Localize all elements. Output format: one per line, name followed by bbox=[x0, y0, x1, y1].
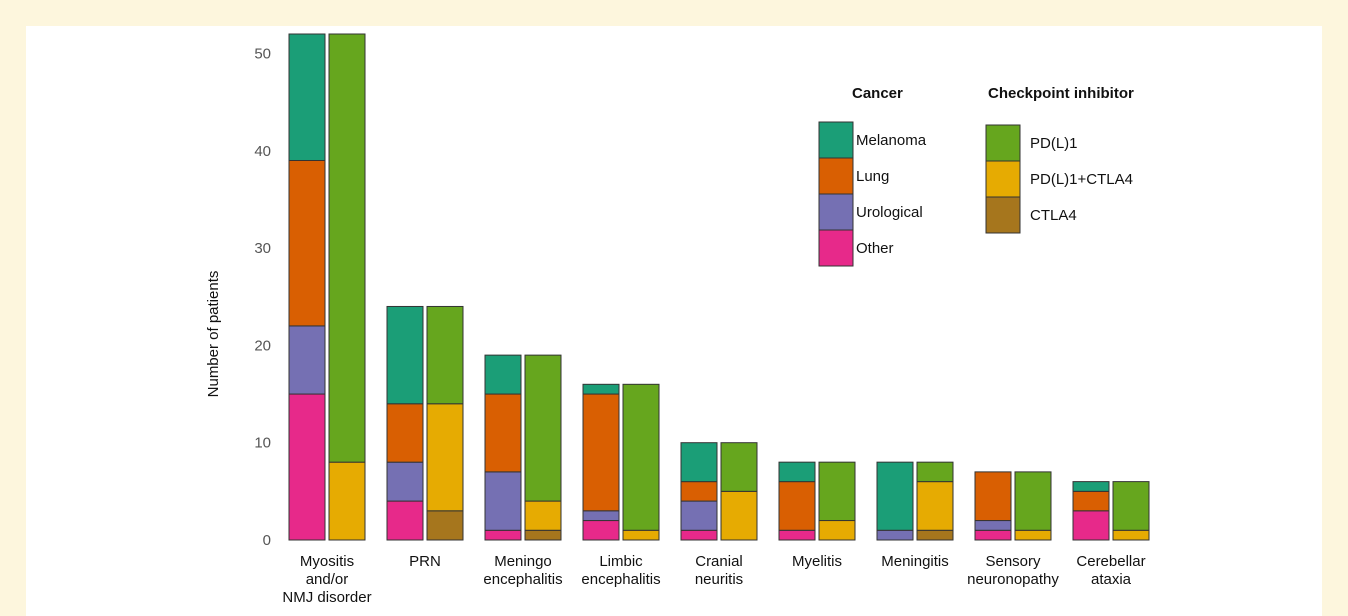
legend-label: Urological bbox=[856, 204, 923, 221]
y-axis-title: Number of patients bbox=[205, 271, 222, 398]
bar-segment bbox=[680, 500, 718, 531]
bar-segment bbox=[426, 403, 464, 512]
bar-segment bbox=[328, 33, 366, 463]
bar-segment bbox=[818, 520, 856, 541]
bar-segment bbox=[386, 305, 424, 405]
legend-swatch bbox=[985, 160, 1021, 198]
x-tick-label: Cranial neuritis bbox=[695, 553, 743, 588]
bar-segment bbox=[386, 403, 424, 463]
legend-label: CTLA4 bbox=[1030, 207, 1077, 224]
bar-segment bbox=[720, 442, 758, 492]
y-tick-label: 0 bbox=[263, 532, 271, 549]
bar-segment bbox=[582, 510, 620, 522]
bar-segment bbox=[426, 305, 464, 405]
y-tick-label: 10 bbox=[254, 435, 271, 452]
bar-segment bbox=[876, 461, 914, 531]
bar-segment bbox=[974, 471, 1012, 522]
bar-segment bbox=[582, 393, 620, 512]
legend-swatch bbox=[985, 124, 1021, 162]
x-tick-label: Meningo encephalitis bbox=[483, 553, 562, 588]
y-tick-label: 50 bbox=[254, 45, 271, 62]
bar-segment bbox=[288, 160, 326, 327]
figure-panel: 0 10 20 30 40 50 Number of patients Myositis a… bbox=[26, 26, 1322, 616]
y-tick-label: 20 bbox=[254, 337, 271, 354]
bar-segment bbox=[916, 461, 954, 483]
bar-segment bbox=[720, 490, 758, 541]
legend-swatch bbox=[985, 196, 1021, 234]
legend-checkpoint-items: PD(L)1 PD(L)1+CTLA4 CTLA4 bbox=[985, 124, 1133, 234]
y-tick-label: 40 bbox=[254, 143, 271, 160]
bar-segment bbox=[622, 383, 660, 531]
legend-label: PD(L)1+CTLA4 bbox=[1030, 171, 1133, 188]
legend-label: Other bbox=[856, 240, 894, 257]
x-axis-labels: Myositis and/or NMJ disorder PRN Meningo ence… bbox=[282, 553, 1145, 606]
bar-segment bbox=[524, 500, 562, 531]
legend-swatch bbox=[818, 193, 854, 231]
legend-cancer-items: Melanoma Lung Urological Other bbox=[818, 121, 927, 267]
y-axis: 0 10 20 30 40 50 bbox=[254, 45, 271, 549]
bar-segment bbox=[288, 325, 326, 395]
x-tick-label: Limbic encephalitis bbox=[581, 553, 660, 588]
bar-segment bbox=[916, 481, 954, 531]
bar-segment bbox=[288, 393, 326, 541]
x-tick-label: Cerebellar ataxia bbox=[1076, 553, 1145, 588]
bar-segment bbox=[778, 481, 816, 531]
legend-title-checkpoint: Checkpoint inhibitor bbox=[988, 85, 1134, 102]
bar-segment bbox=[876, 529, 914, 541]
bar-segment bbox=[1072, 481, 1110, 492]
bar-segment bbox=[582, 520, 620, 541]
x-tick-label: Meningitis bbox=[881, 553, 949, 570]
bar-segment bbox=[484, 393, 522, 473]
bar-segment bbox=[778, 529, 816, 541]
legend-swatch bbox=[818, 157, 854, 195]
legend-swatch bbox=[818, 229, 854, 267]
legend-label: PD(L)1 bbox=[1030, 135, 1078, 152]
legend-title-cancer: Cancer bbox=[852, 85, 903, 102]
bar-segment bbox=[974, 520, 1012, 531]
bar-segment bbox=[484, 529, 522, 541]
legend-swatch bbox=[818, 121, 854, 159]
bar-segment bbox=[328, 461, 366, 541]
bar-segment bbox=[1014, 529, 1052, 541]
bar-segment bbox=[484, 354, 522, 395]
x-tick-label: Myositis and/or NMJ disorder bbox=[282, 553, 371, 606]
bar-segment bbox=[1072, 510, 1110, 541]
bar-segment bbox=[680, 442, 718, 483]
bar-segment bbox=[622, 529, 660, 541]
bar-segment bbox=[386, 500, 424, 541]
legend: Cancer Checkpoint inhibitor Melanoma Lung… bbox=[818, 85, 1134, 267]
bar-segment bbox=[818, 461, 856, 522]
bar-segment bbox=[582, 383, 620, 395]
bar-segment bbox=[1112, 529, 1150, 541]
bar-segment bbox=[1112, 481, 1150, 531]
legend-label: Lung bbox=[856, 168, 889, 185]
bar-segment bbox=[524, 529, 562, 541]
bar-segment bbox=[1072, 490, 1110, 512]
bar-segment bbox=[974, 529, 1012, 541]
x-tick-label: PRN bbox=[409, 553, 441, 570]
bar-segment bbox=[916, 529, 954, 541]
bar-segment bbox=[386, 461, 424, 502]
stacked-bar-chart: 0 10 20 30 40 50 Number of patients Myositis a… bbox=[205, 33, 1150, 606]
bar-segment bbox=[680, 529, 718, 541]
y-tick-label: 30 bbox=[254, 240, 271, 257]
bar-segment bbox=[778, 461, 816, 483]
x-tick-label: Myelitis bbox=[792, 553, 842, 570]
legend-label: Melanoma bbox=[856, 132, 927, 149]
x-tick-label: Sensory neuronopathy bbox=[967, 553, 1059, 588]
bar-segment bbox=[680, 481, 718, 502]
bar-segment bbox=[524, 354, 562, 502]
bar-segment bbox=[288, 33, 326, 161]
bar-segment bbox=[1014, 471, 1052, 531]
bar-segment bbox=[484, 471, 522, 531]
bars bbox=[288, 33, 1150, 541]
bar-segment bbox=[426, 510, 464, 541]
